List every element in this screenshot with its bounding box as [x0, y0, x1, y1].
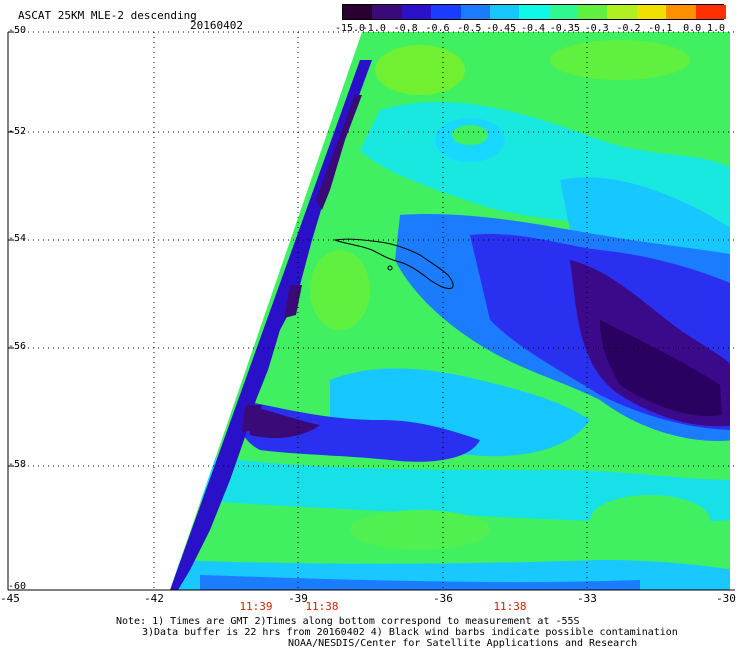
colorbar-segment	[578, 5, 609, 19]
lat-ticks	[8, 31, 14, 591]
map-title: ASCAT 25KM MLE-2 descending	[18, 9, 197, 22]
colorbar-tick-label: -0.1	[648, 23, 673, 34]
lon-label: -36	[433, 592, 453, 605]
swath-field	[170, 32, 730, 590]
lon-label: -42	[144, 592, 164, 605]
colorbar-segment	[401, 5, 432, 19]
note-line-3: NOAA/NESDIS/Center for Satellite Applica…	[288, 638, 638, 649]
colorbar-segment	[431, 5, 462, 19]
lat-label: -60	[8, 581, 27, 592]
graticule	[8, 31, 735, 590]
colorbar-segment	[548, 5, 579, 19]
colorbar-segment	[460, 5, 491, 19]
lat-label: -54	[8, 233, 27, 244]
colorbar-tick-label: -0.6	[425, 23, 450, 34]
colorbar-tick-label: -15.0	[334, 23, 366, 34]
time-label: 11:38	[305, 600, 339, 613]
colorbar-tick-label: -0.8	[393, 23, 418, 34]
colorbar-segment	[489, 5, 520, 19]
colorbar-segment	[666, 5, 697, 19]
note-line-1: Note: 1) Times are GMT 2)Times along bot…	[116, 616, 580, 627]
colorbar-tick-label: -1.0	[361, 23, 386, 34]
colorbar-tick-label: 1.0	[706, 23, 726, 34]
lat-label: -58	[8, 459, 27, 470]
map-date: 20160402	[190, 19, 243, 32]
lat-label: -56	[8, 341, 27, 352]
colorbar-tick-label: -0.4	[520, 23, 546, 34]
colorbar-tick-label: -0.5	[457, 23, 482, 34]
colorbar-segment	[372, 5, 403, 19]
island-outline	[333, 238, 454, 289]
lon-label: -30	[716, 592, 736, 605]
lat-label: -50	[8, 25, 27, 36]
colorbar-segment	[636, 5, 667, 19]
colorbar-tick-label: -0.2	[616, 23, 641, 34]
time-label: 11:38	[493, 600, 527, 613]
time-label: 11:39	[239, 600, 273, 613]
colorbar-tick-label: 0.0	[683, 23, 702, 34]
colorbar-segment	[607, 5, 638, 19]
note-line-2: 3)Data buffer is 22 hrs from 20160402 4)…	[142, 627, 678, 638]
colorbar-tick-label: -0.3	[584, 23, 609, 34]
map-frame	[7, 32, 735, 591]
colorbar-segment	[519, 5, 550, 19]
lat-label: -52	[8, 126, 27, 137]
colorbar-tick-label: -0.35	[549, 23, 580, 34]
colorbar-tick-label: -0.45	[486, 23, 517, 34]
colorbar-segment	[695, 5, 726, 19]
lon-label: -33	[577, 592, 597, 605]
colorbar	[342, 4, 726, 20]
colorbar-segment	[343, 5, 373, 19]
lon-label: -45	[0, 592, 20, 605]
lon-label: -39	[288, 592, 308, 605]
